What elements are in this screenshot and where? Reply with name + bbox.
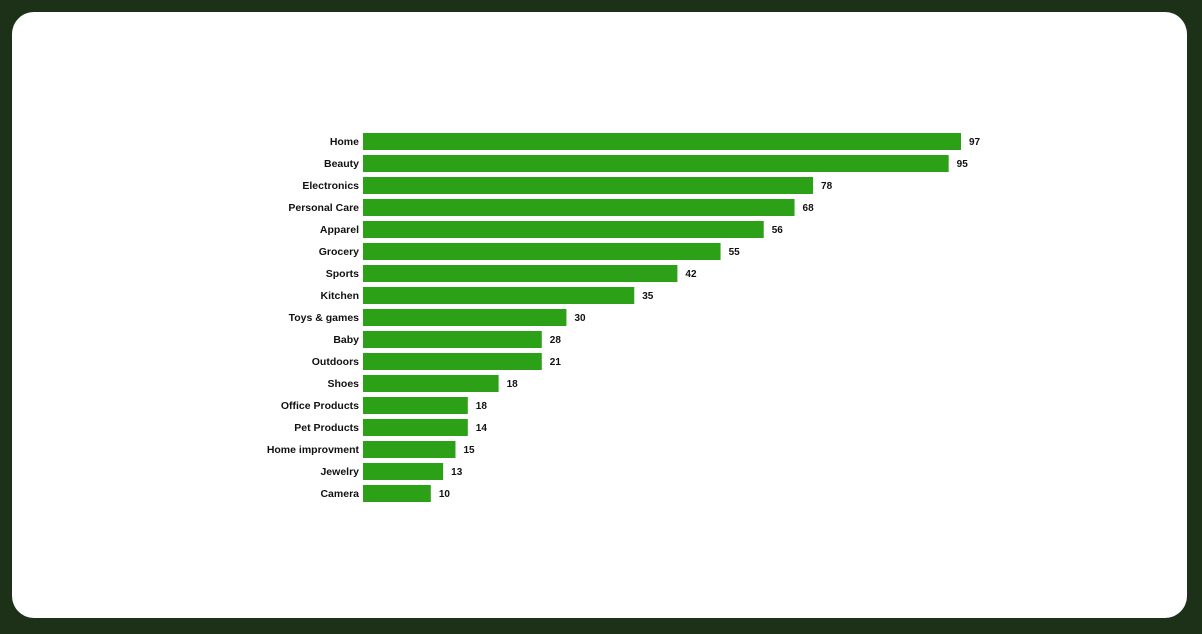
bar-electronics bbox=[363, 177, 814, 194]
value-label: 30 bbox=[574, 313, 586, 324]
value-label: 14 bbox=[476, 423, 488, 434]
value-label: 55 bbox=[729, 247, 741, 258]
bar-beauty bbox=[363, 155, 949, 172]
value-label: 78 bbox=[821, 181, 833, 192]
value-label: 13 bbox=[451, 467, 463, 478]
bar-grocery bbox=[363, 243, 721, 260]
category-label: Electronics bbox=[302, 180, 359, 192]
value-label: 18 bbox=[476, 401, 488, 412]
category-label: Apparel bbox=[320, 224, 359, 236]
bar-jewelry bbox=[363, 463, 444, 480]
category-label: Pet Products bbox=[294, 422, 359, 434]
category-label: Grocery bbox=[319, 246, 359, 258]
category-label: Beauty bbox=[324, 158, 359, 170]
category-label: Home bbox=[330, 136, 359, 148]
category-label: Outdoors bbox=[312, 356, 359, 368]
bar-apparel bbox=[363, 221, 764, 238]
category-label: Toys & games bbox=[289, 312, 360, 324]
bar-chart: Home 97 Beauty 95 Electronics 78 Personal Care… bbox=[267, 133, 981, 502]
bar-personal-care bbox=[363, 199, 795, 216]
value-label: 97 bbox=[969, 137, 981, 148]
value-label: 15 bbox=[463, 445, 475, 456]
value-label: 10 bbox=[439, 489, 451, 500]
category-label: Personal Care bbox=[288, 202, 359, 214]
value-label: 21 bbox=[550, 357, 562, 368]
bar-sports bbox=[363, 265, 678, 282]
category-label: Shoes bbox=[327, 378, 359, 390]
category-label: Home improvment bbox=[267, 444, 360, 456]
bar-pet-products bbox=[363, 419, 468, 436]
category-label: Kitchen bbox=[320, 290, 359, 302]
value-label: 28 bbox=[550, 335, 562, 346]
value-label: 68 bbox=[803, 203, 815, 214]
category-label: Sports bbox=[326, 268, 359, 280]
category-label: Camera bbox=[320, 488, 359, 500]
bar-home-improvment bbox=[363, 441, 456, 458]
chart-card: Home 97 Beauty 95 Electronics 78 Personal Care… bbox=[12, 12, 1187, 618]
bar-kitchen bbox=[363, 287, 635, 304]
value-label: 35 bbox=[642, 291, 654, 302]
value-label: 42 bbox=[685, 269, 697, 280]
bar-toys-games bbox=[363, 309, 567, 326]
category-label: Jewelry bbox=[320, 466, 359, 478]
category-label: Baby bbox=[333, 334, 359, 346]
bar-outdoors bbox=[363, 353, 542, 370]
bar-office-products bbox=[363, 397, 468, 414]
category-label: Office Products bbox=[281, 400, 359, 412]
value-label: 18 bbox=[507, 379, 519, 390]
bar-shoes bbox=[363, 375, 499, 392]
bar-baby bbox=[363, 331, 542, 348]
bar-home bbox=[363, 133, 961, 150]
value-label: 95 bbox=[957, 159, 969, 170]
value-label: 56 bbox=[772, 225, 784, 236]
bar-camera bbox=[363, 485, 431, 502]
